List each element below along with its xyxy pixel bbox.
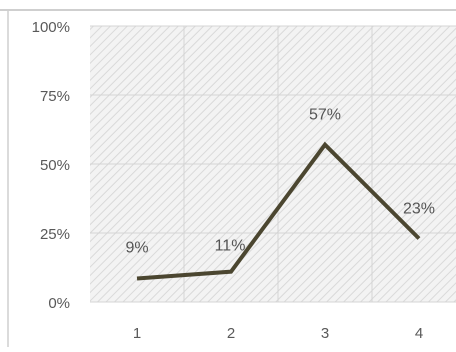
data-label: 23% [403, 201, 435, 218]
y-tick-label: 50% [40, 157, 70, 174]
y-tick-label: 75% [40, 88, 70, 105]
series [136, 141, 421, 281]
x-axis-tick-labels: 1 2 3 4 [133, 325, 423, 342]
x-tick-label: 3 [321, 325, 329, 342]
data-labels: 9% 11% 57% 23% [125, 107, 435, 257]
data-label: 11% [215, 238, 246, 255]
gridlines [90, 25, 456, 303]
x-tick-label: 1 [133, 325, 141, 342]
y-tick-label: 25% [40, 226, 70, 243]
x-tick-label: 4 [415, 325, 423, 342]
y-tick-label: 100% [32, 19, 70, 36]
data-label: 9% [125, 240, 148, 257]
y-tick-label: 0% [48, 295, 70, 312]
data-label: 57% [309, 107, 341, 124]
x-tick-label: 2 [227, 325, 235, 342]
y-axis-tick-labels: 0% 25% 50% 75% 100% [32, 19, 70, 312]
series-line [136, 141, 421, 281]
